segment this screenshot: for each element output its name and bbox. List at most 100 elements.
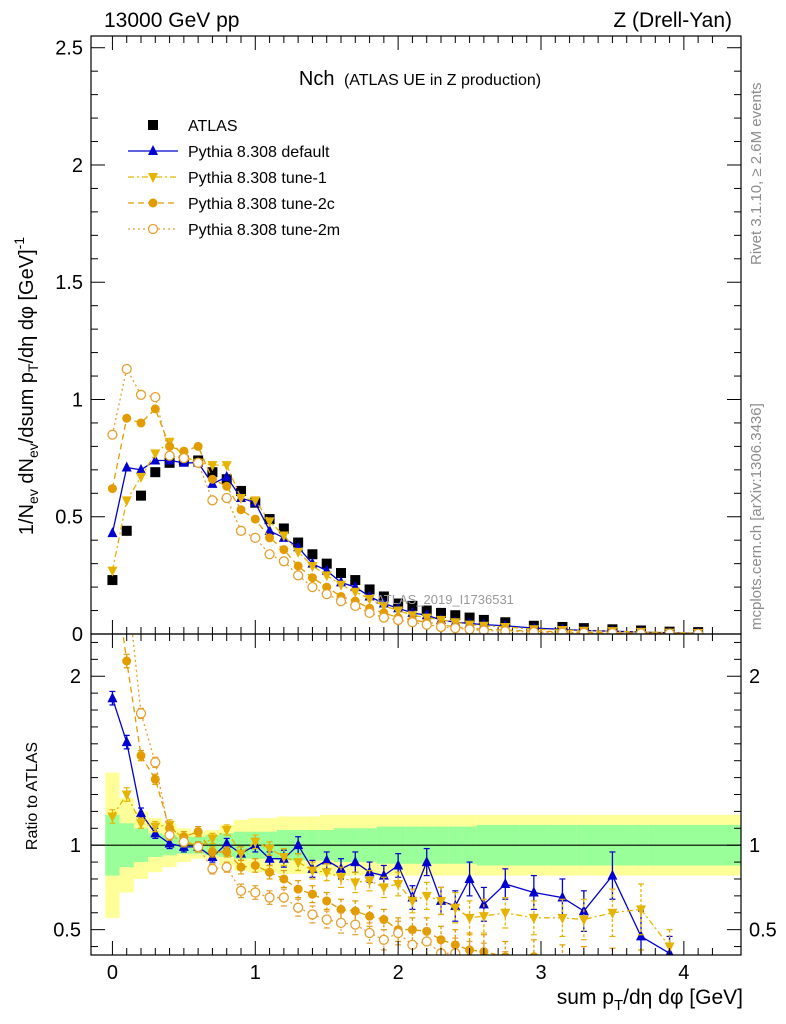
data-point [121, 363, 132, 375]
data-point [235, 525, 247, 536]
data-point [207, 495, 218, 506]
data-point [279, 545, 289, 555]
y-tick-label: 1 [72, 389, 83, 411]
ratio-point [608, 967, 617, 976]
data-point [557, 627, 568, 634]
ratio-point [335, 917, 347, 929]
ratio-point [221, 825, 232, 836]
ratio-point [164, 829, 175, 841]
ratio-point [164, 837, 175, 848]
ratio-panel: 0.5 0.5 1 1 2 2 0 1 2 3 4 [53, 575, 777, 985]
ratio-point [392, 927, 404, 939]
rivet-label: Rivet 3.1.10, ≥ 2.6M events [748, 83, 765, 266]
data-point [193, 441, 203, 451]
data-point [464, 624, 475, 634]
ratio-point [350, 906, 360, 916]
ratio-point [236, 862, 246, 872]
ratio-point [579, 976, 588, 985]
ratio-point [478, 898, 489, 909]
ratio-line [131, 634, 462, 955]
ratio-frame [90, 633, 742, 956]
legend-marker [148, 198, 158, 208]
data-point [121, 525, 132, 536]
series-line [111, 459, 699, 634]
y-tick-label: 0 [72, 624, 83, 646]
ratio-point [122, 575, 131, 584]
ratio-point [450, 903, 461, 914]
data-point [578, 627, 590, 634]
watermark: ATLAS_2019_I1736531 [376, 592, 514, 607]
ratio-ticks: 0.5 0.5 1 1 2 2 0 1 2 3 4 [53, 634, 777, 984]
ratio-point [421, 936, 432, 947]
ratio-y-axis-label: Ratio to ATLAS [24, 742, 41, 850]
data-point [528, 626, 540, 634]
ratio-point [378, 934, 390, 945]
ratio-point [378, 883, 389, 894]
ratio-point [607, 869, 618, 880]
ratio-point [221, 837, 232, 848]
ratio-point [664, 942, 675, 953]
ratio-point [250, 860, 260, 870]
ratio-point [236, 849, 246, 860]
data-point [107, 575, 118, 586]
ratio-line [122, 634, 501, 955]
y-tick-label: 0.5 [55, 507, 83, 529]
data-point [364, 594, 375, 605]
ratio-point [150, 757, 161, 768]
ratio-point [557, 913, 568, 924]
ratio-series-pythia-8-308-tune-2c [122, 634, 644, 976]
ratio-point [478, 912, 489, 923]
legend-entry: Pythia 8.308 tune-2c [128, 196, 335, 213]
ratio-point [279, 874, 289, 884]
ratio-point [336, 873, 346, 884]
chart-title-sub: (ATLAS UE in Z production) [344, 72, 541, 89]
ratio-point [121, 736, 132, 747]
legend-entry: Pythia 8.308 default [128, 144, 330, 161]
ratio-point [407, 896, 418, 907]
ratio-point [264, 892, 275, 903]
data-point [364, 584, 375, 595]
ratio-point [500, 908, 511, 919]
data-point [264, 517, 275, 528]
data-point [250, 496, 261, 507]
ratio-point [379, 915, 389, 925]
ratio-point [558, 972, 567, 981]
ratio-series-pythia-8-308-tune-2m [122, 575, 588, 985]
data-point [250, 532, 261, 544]
ratio-point [107, 692, 118, 703]
mcplots-label: mcplots.cern.ch [arXiv:1306.3436] [748, 403, 765, 630]
x-tick-label: 4 [678, 962, 689, 984]
legend-entry: Pythia 8.308 tune-1 [128, 170, 327, 187]
data-point [207, 474, 217, 484]
data-point [478, 625, 490, 634]
ratio-series-pythia-8-308-tune-1 [107, 787, 675, 955]
ratio-point [421, 856, 432, 867]
x-axis-label: sum pT/dη dφ [GeV] [557, 986, 743, 1014]
ratio-point [350, 856, 361, 867]
ratio-point [293, 839, 304, 850]
data-point [378, 612, 390, 623]
ratio-point [293, 858, 304, 869]
data-point [321, 588, 332, 600]
data-point [278, 556, 290, 567]
ratio-point [150, 774, 160, 784]
data-point [264, 524, 275, 535]
ratio-point [207, 863, 218, 874]
data-point [278, 523, 289, 534]
data-point [135, 389, 147, 400]
series-pythia-8-308-default [107, 454, 702, 634]
ratio-point [136, 807, 146, 818]
data-point [336, 580, 346, 591]
data-point [378, 601, 389, 612]
ratio-point [636, 930, 646, 941]
ratio-point [350, 878, 361, 889]
data-point [307, 561, 318, 572]
ratio-y-tick-label: 2 [70, 666, 81, 688]
ratio-point [207, 847, 217, 857]
data-point [178, 452, 190, 464]
x-tick-label: 2 [393, 962, 404, 984]
ratio-point [122, 656, 132, 666]
data-point [292, 570, 304, 581]
ratio-point [136, 819, 146, 830]
